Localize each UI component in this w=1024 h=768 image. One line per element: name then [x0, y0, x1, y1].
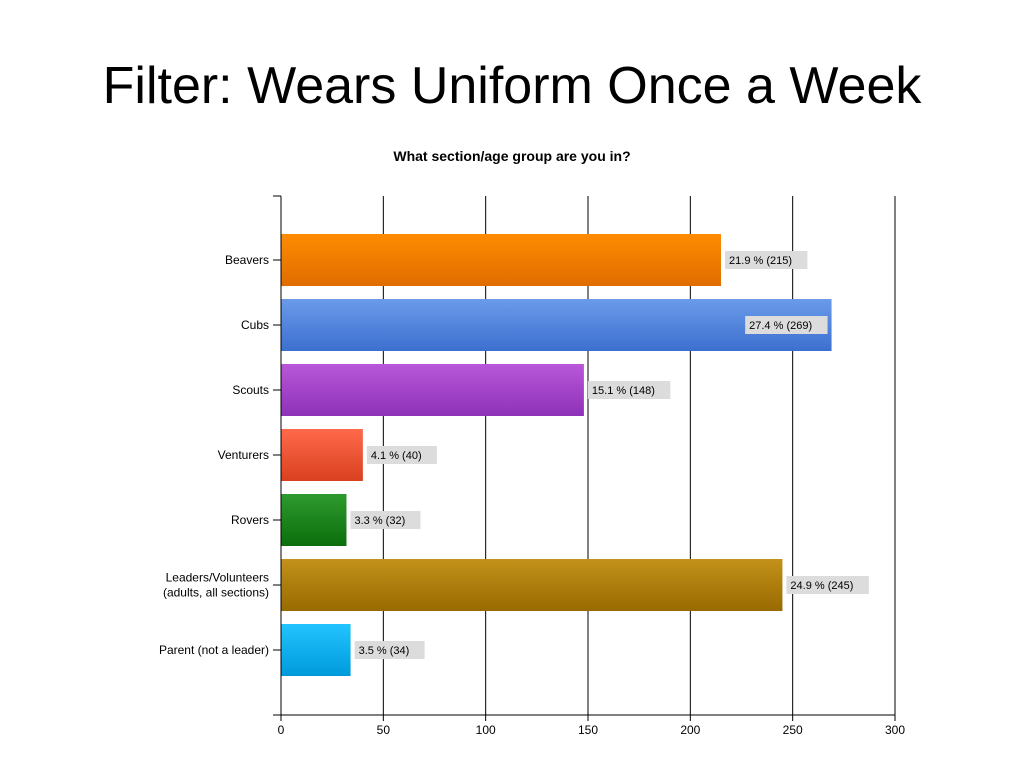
x-tick-label: 200: [680, 723, 700, 737]
data-label-bg: [350, 511, 421, 529]
bar: [281, 364, 584, 416]
category-label: Leaders/Volunteers (adults, all sections): [163, 571, 269, 600]
x-tick-label: 150: [578, 723, 598, 737]
data-label-bg: [587, 381, 671, 399]
x-tick-label: 300: [885, 723, 905, 737]
category-label-line: Scouts: [232, 383, 269, 397]
bar: [281, 429, 363, 481]
data-labels: 21.9 % (215) 27.4 % (269) 15.1 % (148) 4.1 …: [350, 251, 869, 659]
data-label: 3.3 % (32): [354, 515, 405, 527]
category-label-line: Parent (not a leader): [159, 643, 269, 657]
category-label-line: Rovers: [231, 513, 269, 527]
data-label-bg: [354, 641, 425, 659]
bars: [281, 234, 832, 676]
data-label: 4.1 % (40): [371, 450, 422, 462]
bar: [281, 234, 722, 286]
data-label: 3.5 % (34): [359, 645, 410, 657]
category-label: Scouts: [232, 383, 269, 397]
axes: Beavers Cubs Scouts Venturers Rovers Leaders/…: [159, 195, 905, 737]
category-label-line: Venturers: [218, 448, 269, 462]
category-label: Rovers: [231, 513, 269, 527]
data-label: 21.9 % (215): [729, 255, 792, 267]
data-label-bg: [745, 316, 828, 334]
data-label-bg: [786, 576, 869, 594]
bar: [281, 494, 347, 546]
category-label-line: Cubs: [241, 318, 269, 332]
x-tick-label: 50: [377, 723, 391, 737]
slide-title: Filter: Wears Uniform Once a Week: [102, 57, 922, 115]
x-tick-label: 250: [783, 723, 803, 737]
bar: [281, 299, 832, 351]
category-label: Beavers: [225, 253, 269, 267]
x-tick-label: 100: [476, 723, 496, 737]
data-label-bg: [725, 251, 808, 269]
category-label-line: (adults, all sections): [163, 586, 269, 600]
data-label: 15.1 % (148): [592, 385, 655, 397]
category-label-line: Leaders/Volunteers: [166, 571, 269, 585]
data-label: 24.9 % (245): [790, 580, 853, 592]
bar: [281, 559, 783, 611]
data-label-bg: [366, 446, 437, 464]
x-tick-label: 0: [278, 723, 285, 737]
category-label: Cubs: [241, 318, 269, 332]
category-label-line: Beavers: [225, 253, 269, 267]
chart-title: What section/age group are you in?: [393, 148, 630, 164]
category-label: Venturers: [218, 448, 269, 462]
category-label: Parent (not a leader): [159, 643, 269, 657]
data-label: 27.4 % (269): [749, 320, 812, 332]
bar: [281, 624, 351, 676]
